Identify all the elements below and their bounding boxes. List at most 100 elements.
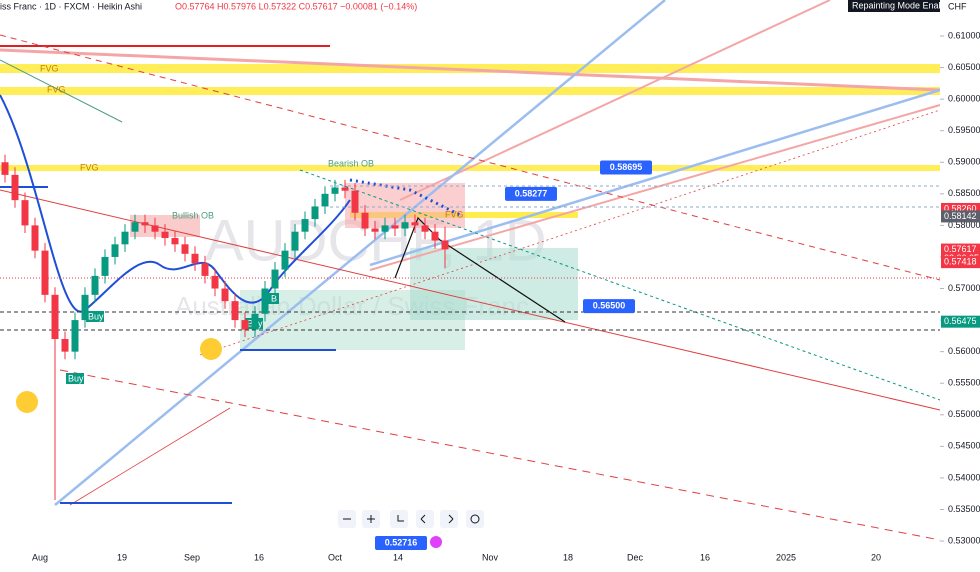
buy-label: Buy bbox=[88, 311, 104, 321]
candle-body bbox=[301, 219, 309, 232]
candle-body bbox=[271, 269, 279, 289]
header-bg bbox=[0, 0, 470, 15]
candle-body bbox=[361, 212, 369, 229]
y-tick-label: 0.53000 bbox=[948, 535, 980, 545]
callout-label: 0.58695 bbox=[610, 162, 643, 172]
replay[interactable] bbox=[430, 536, 442, 548]
candle-body bbox=[381, 225, 389, 232]
y-tick-label: 0.57000 bbox=[948, 283, 980, 293]
candle-body bbox=[411, 222, 419, 226]
scroll-right[interactable] bbox=[440, 510, 458, 528]
candle-body bbox=[341, 187, 349, 191]
callout-label: 0.52716 bbox=[385, 537, 418, 547]
candles bbox=[1, 154, 449, 501]
b-label: B bbox=[271, 293, 277, 303]
x-tick-label: Nov bbox=[482, 552, 499, 562]
refresh[interactable] bbox=[466, 510, 484, 528]
y-tick-label: 0.59500 bbox=[948, 125, 980, 135]
candle-body bbox=[401, 222, 409, 229]
candle-body bbox=[71, 320, 79, 352]
fvg-label: FVG bbox=[80, 162, 99, 172]
buy-box bbox=[66, 373, 84, 384]
y-tick-label: 0.55500 bbox=[948, 378, 980, 388]
x-tick-label: 2025 bbox=[776, 552, 796, 562]
candle-body bbox=[1, 162, 9, 175]
reset[interactable] bbox=[390, 510, 408, 528]
y-tick-label: 0.56000 bbox=[948, 346, 980, 356]
candle-body bbox=[441, 240, 449, 250]
fvg-label: FVG bbox=[445, 209, 464, 219]
y-tick-label: 0.59000 bbox=[948, 157, 980, 167]
y-tick-label: 0.58500 bbox=[948, 188, 980, 198]
candle-body bbox=[291, 231, 299, 251]
candle-body bbox=[351, 190, 359, 213]
candle-body bbox=[431, 231, 439, 241]
x-tick-label: Sep bbox=[184, 552, 200, 562]
candle-body bbox=[241, 320, 249, 330]
candle-body bbox=[201, 263, 209, 276]
candle-body bbox=[191, 253, 199, 264]
x-tick-label: 19 bbox=[117, 552, 127, 562]
candle-body bbox=[31, 225, 39, 251]
candle-body bbox=[251, 313, 259, 330]
currency: CHF bbox=[948, 1, 967, 11]
callout-label: 0.56500 bbox=[593, 300, 626, 310]
candle-body bbox=[11, 174, 19, 201]
callout bbox=[583, 299, 635, 314]
callout bbox=[375, 536, 427, 550]
x-tick-label: 18 bbox=[563, 552, 573, 562]
price-badge-label: 0.57418 bbox=[944, 257, 977, 267]
candle-body bbox=[81, 294, 89, 321]
time-axis bbox=[0, 548, 940, 567]
candle-body bbox=[231, 301, 239, 321]
price-badge bbox=[941, 210, 980, 223]
candle-body bbox=[211, 275, 219, 289]
x-tick-label: Dec bbox=[627, 552, 644, 562]
x-tick-label: 16 bbox=[254, 552, 264, 562]
callout bbox=[505, 186, 557, 201]
toolbar[interactable] bbox=[338, 510, 484, 548]
price-axis bbox=[940, 0, 980, 567]
candle-body bbox=[311, 206, 319, 220]
y-tick-label: 0.60000 bbox=[948, 93, 980, 103]
candle-body bbox=[61, 339, 69, 352]
candle-body bbox=[391, 225, 399, 229]
candle-body bbox=[181, 244, 189, 254]
candle-body bbox=[331, 187, 339, 194]
price-badge-label: 0.57617 bbox=[944, 244, 977, 254]
candle-body bbox=[281, 250, 289, 270]
candle-body bbox=[91, 275, 99, 295]
y-tick-label: 0.53500 bbox=[948, 504, 980, 514]
buy-box bbox=[86, 311, 104, 322]
price-badge bbox=[941, 256, 980, 269]
candle-body bbox=[121, 231, 129, 245]
y-tick-label: 0.61000 bbox=[948, 30, 980, 40]
buy-label: Buy bbox=[68, 373, 84, 383]
x-tick-label: Aug bbox=[32, 552, 48, 562]
x-tick-label: Oct bbox=[328, 552, 343, 562]
price-badge bbox=[941, 243, 980, 256]
price-badge-label: 0.58142 bbox=[944, 211, 977, 221]
scroll-left[interactable] bbox=[416, 510, 434, 528]
callout bbox=[600, 160, 652, 175]
repaint-label: Repainting Mode Enab bbox=[852, 0, 944, 10]
axes: 0.61000 0.60500 0.60000 0.59500 0.59000 0.585… bbox=[32, 30, 980, 562]
y-tick-label: 0.55000 bbox=[948, 409, 980, 419]
x-tick-label: 16 bbox=[700, 552, 710, 562]
candle-body bbox=[41, 250, 49, 295]
candle-body bbox=[151, 225, 159, 232]
y-tick-label: 0.54000 bbox=[948, 472, 980, 482]
symbol: iss Franc · 1D · FXCM · Heikin Ashi bbox=[0, 1, 142, 11]
y-tick-label: 0.54500 bbox=[948, 441, 980, 451]
y-tick-label: 0.60500 bbox=[948, 62, 980, 72]
candle-body bbox=[171, 238, 179, 245]
candle-body bbox=[261, 288, 269, 314]
x-tick-label: 14 bbox=[393, 552, 403, 562]
fvg-label: FVG bbox=[40, 63, 59, 73]
b-box bbox=[268, 293, 279, 304]
ob-label: Bullish OB bbox=[172, 210, 214, 220]
x-tick-label: 20 bbox=[871, 552, 881, 562]
drawings bbox=[0, 0, 941, 541]
